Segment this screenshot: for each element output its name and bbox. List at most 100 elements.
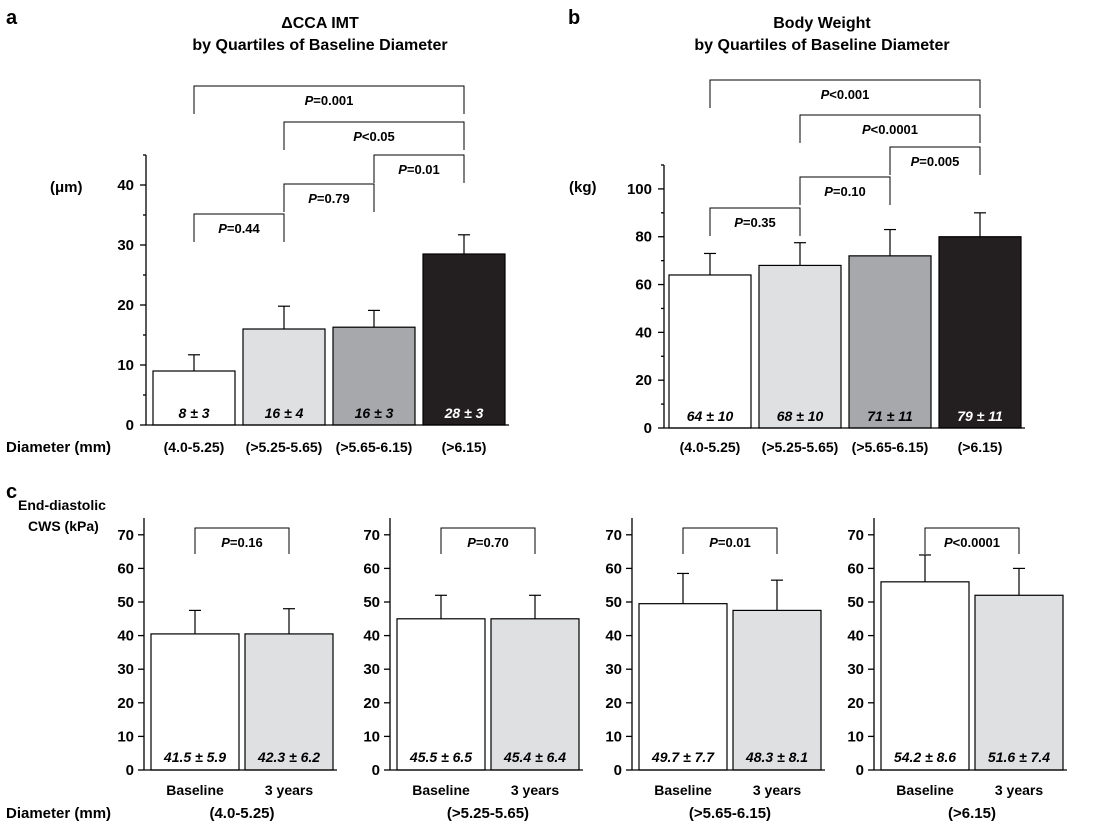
panel-c-sub2-data-label: 45.4 ± 6.4 <box>503 749 566 765</box>
panel-b-comparison-bracket <box>709 207 801 236</box>
panel-b-data-label: 79 ± 11 <box>957 408 1003 424</box>
panel-a-bar <box>422 253 506 426</box>
panel-a-p-value-label: P<0.05 <box>353 129 395 144</box>
panel-c-sub3-ytick-label: 40 <box>605 628 622 645</box>
panel-a-ylabel: (μm) <box>50 179 83 196</box>
panel-a-comparison-bracket <box>373 154 465 183</box>
panel-c-sub3-ytick-label: 20 <box>605 695 622 712</box>
panel-c-sub1-ytick-label: 60 <box>117 560 134 577</box>
panel-c-sub3-ytick-label: 0 <box>614 762 622 779</box>
panel-c-sub4-bar <box>880 581 970 771</box>
panel-c-sub1-bar <box>244 633 334 771</box>
panel-c-sub1-ytick-label: 30 <box>117 661 134 678</box>
panel-c-sub3-p-value-label: P=0.01 <box>709 535 751 550</box>
panel-c-sub3-data-label: 48.3 ± 8.1 <box>745 749 808 765</box>
panel-a-p-value-label: P=0.79 <box>308 191 350 206</box>
panel-c-sub4-ytick-label: 40 <box>847 628 864 645</box>
panel-c-sub4-comparison-bracket <box>924 527 1020 554</box>
panel-c-sub2-ytick-label: 10 <box>363 728 380 745</box>
panel-a-comparison-bracket <box>283 183 375 212</box>
panel-b-subtitle: by Quartiles of Baseline Diameter <box>694 37 949 54</box>
panel-c-sub1-data-label: 42.3 ± 6.2 <box>257 749 320 765</box>
panel-c-sub4-ytick-label: 20 <box>847 695 864 712</box>
panel-b-bar <box>668 274 752 429</box>
panel-a-data-label: 8 ± 3 <box>178 405 209 421</box>
panel-b-ytick-label: 20 <box>635 372 652 389</box>
panel-c-sub2-category-label: Baseline <box>412 782 470 798</box>
panel-a-category-label: (>5.25-5.65) <box>246 439 323 455</box>
panel-b-p-value-label: P=0.10 <box>824 184 866 199</box>
panel-c-sub2-ytick-label: 20 <box>363 695 380 712</box>
panel-b-p-value-label: P=0.005 <box>911 154 960 169</box>
panel-c-sub1-ytick-label: 0 <box>126 762 134 779</box>
panel-a-ytick-label: 30 <box>117 237 134 254</box>
panel-c-sub3-comparison-bracket <box>682 527 778 554</box>
panel-a-ytick-label: 10 <box>117 357 134 374</box>
panel-c-sub1-category-label: 3 years <box>265 782 313 798</box>
panel-b-chart: 0 20 40 60 80 100 64 ± 10 (4.0-5.25) 68 ± 10 (>5.… <box>627 79 1025 455</box>
panel-c-sub3-ytick-label: 30 <box>605 661 622 678</box>
panel-b-data-label: 68 ± 10 <box>777 408 824 424</box>
panel-b-ytick-label: 40 <box>635 324 652 341</box>
panel-b-comparison-bracket <box>799 114 981 143</box>
panel-a-ytick-label: 40 <box>117 177 134 194</box>
panel-a-letter: a <box>6 7 18 29</box>
panel-c-xlabel: Diameter (mm) <box>6 805 111 822</box>
panel-c-sub3-ytick-label: 50 <box>605 594 622 611</box>
panel-a-xlabel: Diameter (mm) <box>6 439 111 456</box>
panel-a-p-value-label: P=0.01 <box>398 162 440 177</box>
panel-c-sub1-ytick-label: 50 <box>117 594 134 611</box>
panel-a-data-label: 16 ± 3 <box>355 405 394 421</box>
panel-c-sub4-data-label: 54.2 ± 8.6 <box>894 749 956 765</box>
panel-c-ylabel-line1: End-diastolic <box>18 497 106 513</box>
panel-b-p-value-label: P<0.0001 <box>862 122 918 137</box>
panel-c-sub4-ytick-label: 50 <box>847 594 864 611</box>
panel-c-sub3-category-label: 3 years <box>753 782 801 798</box>
panel-c-sub3-ytick-label: 10 <box>605 728 622 745</box>
panel-b-ytick-label: 100 <box>627 181 652 198</box>
panel-c-sub2-ytick-label: 30 <box>363 661 380 678</box>
panel-c-letter: c <box>6 481 17 503</box>
panel-a-data-label: 16 ± 4 <box>265 405 304 421</box>
panel-a-category-label: (>6.15) <box>442 439 487 455</box>
panel-c-sub2-group-label: (>5.25-5.65) <box>447 805 529 822</box>
panel-a-category-label: (4.0-5.25) <box>164 439 225 455</box>
panel-c-sub4-p-value-label: P<0.0001 <box>944 535 1000 550</box>
panel-c-sub1-comparison-bracket <box>194 527 290 554</box>
panel-a-p-value-label: P=0.44 <box>218 221 260 236</box>
panel-c-sub2-ytick-label: 0 <box>372 762 380 779</box>
panel-a-data-label: 28 ± 3 <box>444 405 484 421</box>
panel-c-sub1-ytick-label: 70 <box>117 527 134 544</box>
panel-a-comparison-bracket <box>193 85 465 114</box>
panel-c-sub3-category-label: Baseline <box>654 782 712 798</box>
panel-c-sub4-ytick-label: 70 <box>847 527 864 544</box>
panel-b-title: Body Weight <box>773 15 871 32</box>
panel-c-sub2-ytick-label: 70 <box>363 527 380 544</box>
panel-c-sub1-category-label: Baseline <box>166 782 224 798</box>
panel-b-category-label: (>5.25-5.65) <box>762 439 839 455</box>
panel-c-chart: 0 10 20 30 40 50 60 70 41.5 ± 5.9 Baseline 42.3 ± … <box>117 518 1067 822</box>
panel-c-sub2-ytick-label: 40 <box>363 628 380 645</box>
panel-c-sub3-data-label: 49.7 ± 7.7 <box>651 749 715 765</box>
panel-b-letter: b <box>568 7 580 29</box>
panel-c-sub2-data-label: 45.5 ± 6.5 <box>409 749 472 765</box>
panel-a-bar <box>152 370 236 426</box>
panel-c-sub2-bar <box>396 618 486 771</box>
panel-c-sub3-ytick-label: 60 <box>605 560 622 577</box>
panel-c-sub4-data-label: 51.6 ± 7.4 <box>988 749 1050 765</box>
panel-c-sub3-bar <box>638 603 728 771</box>
panel-c-sub2-ytick-label: 50 <box>363 594 380 611</box>
panel-c-sub2-p-value-label: P=0.70 <box>467 535 509 550</box>
panel-c-sub2-comparison-bracket <box>440 527 536 554</box>
panel-c-sub4-category-label: Baseline <box>896 782 954 798</box>
panel-c-sub4-bar <box>974 594 1064 771</box>
panel-c-sub4-ytick-label: 60 <box>847 560 864 577</box>
panel-a-p-value-label: P=0.001 <box>305 93 354 108</box>
panel-c-sub1-ytick-label: 20 <box>117 695 134 712</box>
panel-c-sub2-ytick-label: 60 <box>363 560 380 577</box>
panel-a-bar <box>242 328 326 426</box>
panel-a-category-label: (>5.65-6.15) <box>336 439 413 455</box>
panel-a-comparison-bracket <box>193 213 285 242</box>
panel-c-sub4-ytick-label: 10 <box>847 728 864 745</box>
